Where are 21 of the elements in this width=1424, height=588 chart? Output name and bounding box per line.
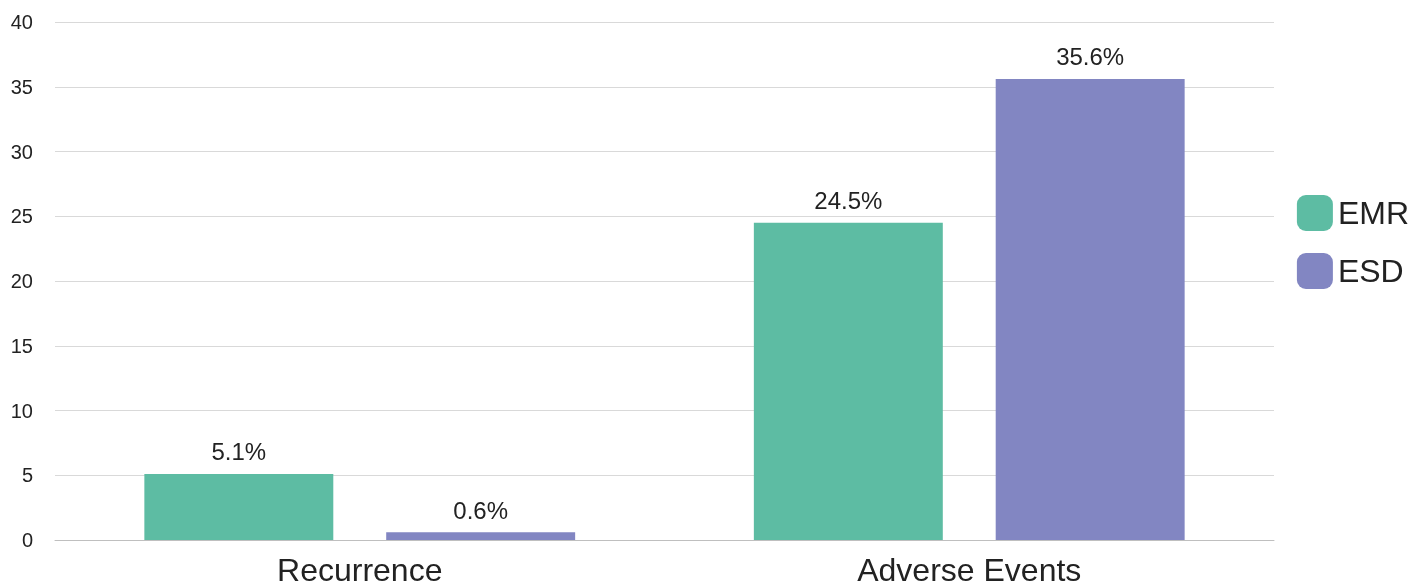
bar	[144, 473, 334, 540]
y-tick-label: 0	[21, 529, 33, 551]
y-tick-label: 30	[10, 140, 33, 163]
y-tick-label: 5	[21, 464, 33, 487]
data-label: 5.1%	[211, 438, 267, 466]
y-tick-label: 15	[10, 334, 33, 357]
y-tick-label: 40	[10, 11, 33, 33]
bar	[386, 532, 576, 540]
legend-label: EMR	[1337, 195, 1409, 231]
x-tick-label: Adverse Events	[857, 552, 1082, 588]
y-tick-label: 25	[10, 205, 33, 228]
legend-label: ESD	[1337, 253, 1404, 289]
data-label: 24.5%	[814, 187, 883, 215]
bar	[753, 222, 943, 540]
y-tick-label: 20	[10, 270, 33, 292]
x-tick-label: Recurrence	[277, 552, 443, 588]
bar	[995, 78, 1185, 540]
y-tick-label: 35	[10, 75, 33, 98]
data-label: 0.6%	[453, 496, 509, 524]
data-label: 35.6%	[1056, 43, 1125, 71]
y-tick-label: 10	[10, 399, 33, 422]
